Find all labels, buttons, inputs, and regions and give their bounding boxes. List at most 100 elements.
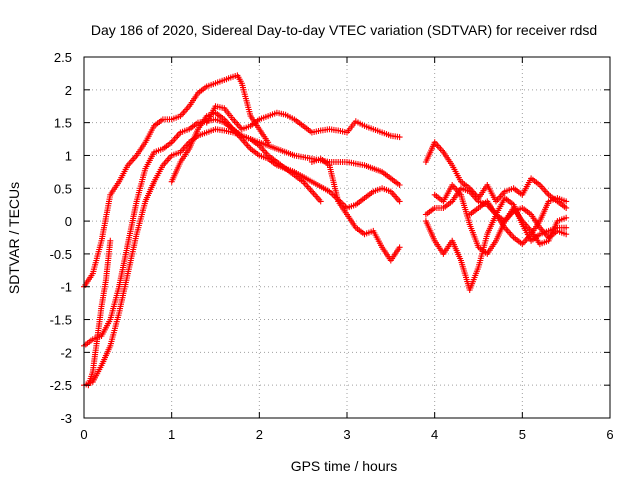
- data-point-segment: [230, 116, 244, 131]
- data-point-segment: [449, 237, 464, 262]
- data-point-segment: [361, 162, 384, 175]
- data-point-segment: [124, 200, 140, 248]
- data-point-segment: [212, 126, 226, 134]
- data-point-segment: [291, 168, 313, 184]
- data-point-segment: [203, 127, 217, 136]
- x-tick-label: 3: [343, 427, 350, 442]
- data-point-segment: [221, 116, 235, 131]
- data-point-segment: [203, 81, 217, 90]
- data-point-segment: [159, 140, 173, 152]
- data-point-segment: [142, 180, 157, 205]
- data-point-segment: [291, 152, 313, 162]
- data-point: [563, 231, 570, 238]
- data-point-segment: [124, 154, 139, 169]
- data-point-segment: [422, 206, 436, 218]
- data-point-segment: [344, 211, 358, 229]
- data-point-segment: [519, 205, 533, 217]
- x-tick-label: 5: [519, 427, 526, 442]
- data-point-segment: [94, 305, 105, 343]
- data-point-segment: [212, 109, 226, 121]
- data-point-segment: [116, 164, 130, 185]
- data-point-segment: [133, 200, 148, 238]
- y-tick-label: 2: [65, 83, 72, 98]
- data-point-segment: [370, 126, 383, 135]
- data-point-segment: [466, 266, 481, 293]
- data-point-segment: [484, 213, 499, 238]
- data-point-segment: [501, 224, 516, 239]
- data-point-segment: [536, 238, 550, 248]
- data-point-segment: [107, 180, 121, 198]
- data-point-segment: [379, 129, 392, 138]
- series-arc-12: [466, 195, 570, 248]
- data-point-segment: [308, 156, 322, 165]
- data-point-segment: [317, 126, 331, 134]
- data-point-segment: [230, 73, 239, 80]
- data-point-segment: [195, 84, 208, 97]
- data-point-segment: [98, 318, 113, 339]
- data-point-segment: [186, 92, 200, 110]
- data-point-segment: [238, 80, 253, 117]
- data-point-segment: [221, 74, 234, 83]
- data-point-segment: [256, 126, 270, 144]
- data-point-segment: [335, 127, 348, 135]
- data-point-segment: [536, 224, 551, 239]
- data-point-segment: [431, 139, 445, 154]
- series-arc-3: [81, 116, 403, 349]
- series-arc-1: [81, 72, 272, 290]
- series-arc-6: [168, 109, 403, 211]
- data-point-segment: [116, 272, 131, 316]
- data-point-segment: [536, 200, 551, 225]
- data-point-segment: [554, 195, 567, 204]
- data-point-segment: [458, 178, 471, 190]
- data-point-segment: [554, 227, 567, 237]
- data-point-segment: [116, 243, 131, 290]
- data-point-segment: [536, 182, 551, 197]
- x-axis-label: GPS time / hours: [291, 458, 398, 474]
- data-point-segment: [519, 177, 533, 198]
- data-point-segment: [326, 126, 339, 134]
- y-tick-label: -1: [60, 280, 72, 295]
- data-point: [107, 237, 114, 244]
- data-point-segment: [422, 141, 437, 165]
- data-point-segment: [545, 195, 559, 205]
- data-point-segment: [344, 120, 358, 136]
- data-point-segment: [291, 116, 305, 128]
- data-point-segment: [102, 240, 114, 284]
- data-point-segment: [510, 185, 524, 197]
- data-point-segment: [361, 228, 375, 238]
- data-point-segment: [98, 279, 109, 310]
- data-point-segment: [475, 244, 489, 256]
- data-point-segment: [510, 234, 524, 246]
- data-point-segment: [440, 199, 454, 211]
- y-tick-label: 2.5: [54, 50, 72, 65]
- data-point-segment: [493, 211, 507, 229]
- y-tick-label: 1: [65, 148, 72, 163]
- data-point-segment: [256, 113, 269, 123]
- data-point-segment: [352, 196, 366, 208]
- data-point-segment: [493, 190, 507, 205]
- y-tick-label: 0: [65, 214, 72, 229]
- data-point-segment: [186, 120, 200, 133]
- series-arc-7: [308, 155, 403, 264]
- data-point-segment: [308, 178, 331, 194]
- data-point-segment: [554, 215, 567, 225]
- data-point-segment: [212, 77, 226, 87]
- data-point-segment: [107, 285, 122, 323]
- data-point-segment: [466, 188, 480, 203]
- data-point: [563, 198, 570, 205]
- series-arc-4: [81, 126, 324, 389]
- data-point-segment: [352, 118, 366, 128]
- data-point: [396, 181, 403, 188]
- chart-title: Day 186 of 2020, Sidereal Day-to-day VTE…: [91, 22, 597, 38]
- data-point-segment: [168, 150, 182, 159]
- data-point-segment: [256, 142, 270, 157]
- data-point-segment: [300, 122, 314, 135]
- y-tick-label: 0.5: [54, 181, 72, 196]
- data-point-segment: [159, 154, 174, 169]
- data-point-segment: [361, 122, 375, 132]
- data-point-segment: [387, 175, 401, 187]
- data-markers: [81, 72, 570, 389]
- data-point-segment: [142, 125, 156, 146]
- data-point-segment: [379, 168, 393, 181]
- data-point-segment: [265, 110, 278, 120]
